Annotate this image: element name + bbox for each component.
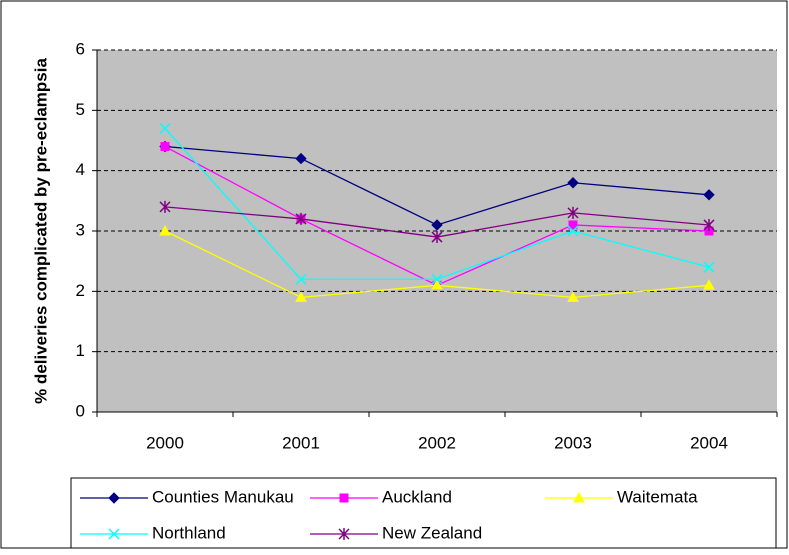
y-axis-label: % deliveries complicated by pre-eclampsi…	[31, 58, 50, 404]
marker	[431, 231, 443, 244]
y-tick-label: 6	[76, 39, 85, 58]
marker	[295, 291, 307, 302]
legend-label: Northland	[152, 523, 226, 542]
marker	[295, 212, 307, 225]
y-tick-label: 2	[76, 281, 85, 300]
legend-marker	[108, 528, 120, 540]
x-tick-label: 2003	[554, 433, 592, 452]
legend-label: New Zealand	[382, 523, 482, 542]
marker	[295, 273, 307, 285]
marker	[431, 219, 443, 231]
marker	[159, 200, 171, 213]
marker	[703, 218, 715, 231]
marker	[703, 261, 715, 273]
marker	[159, 122, 171, 134]
marker	[160, 142, 170, 152]
legend-marker	[108, 492, 120, 504]
x-tick-label: 2001	[282, 433, 320, 452]
legend-marker	[339, 493, 349, 503]
marker	[159, 224, 171, 236]
marker	[431, 279, 443, 290]
y-tick-label: 5	[76, 100, 85, 119]
marker	[568, 220, 578, 230]
legend-label: Auckland	[382, 487, 452, 506]
y-tick-label: 1	[76, 341, 85, 360]
y-tick-label: 0	[76, 401, 85, 420]
legend-label: Waitemata	[617, 487, 698, 506]
y-tick-label: 3	[76, 220, 85, 239]
x-tick-label: 2000	[146, 433, 184, 452]
marker	[567, 177, 579, 189]
marker	[567, 206, 579, 219]
marker	[567, 291, 579, 302]
marker	[703, 189, 715, 201]
legend-marker	[338, 528, 350, 540]
x-tick-label: 2002	[418, 433, 456, 452]
marker	[295, 152, 307, 165]
marker	[703, 279, 715, 290]
y-tick-label: 4	[76, 160, 85, 179]
marker	[567, 225, 579, 237]
legend-marker	[573, 491, 585, 503]
legend-label: Counties Manukau	[152, 487, 294, 506]
legend	[70, 477, 777, 549]
x-tick-label: 2004	[690, 433, 728, 452]
marker	[431, 273, 443, 285]
